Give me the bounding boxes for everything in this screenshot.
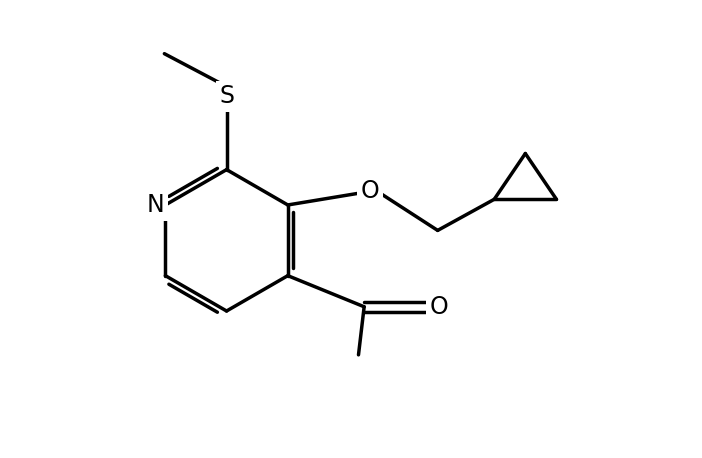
Text: O: O <box>360 179 379 203</box>
Text: N: N <box>146 193 164 217</box>
Text: O: O <box>430 295 449 319</box>
Text: S: S <box>219 84 234 108</box>
